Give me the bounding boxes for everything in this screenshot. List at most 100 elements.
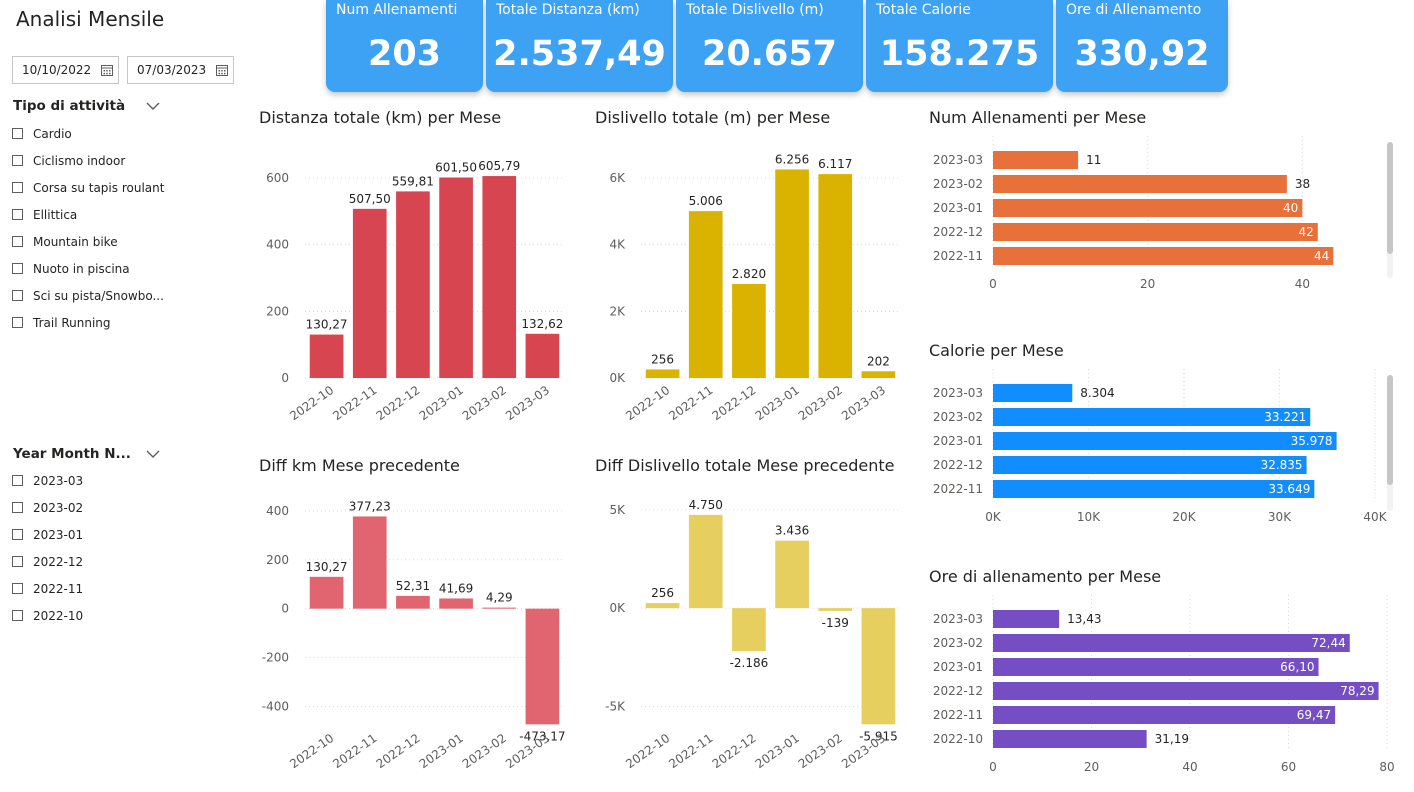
scrollbar-thumb[interactable] — [1387, 142, 1393, 254]
chevron-down-icon[interactable] — [146, 101, 160, 111]
slicer-option-label: 2022-12 — [33, 554, 84, 569]
data-label: 40 — [1283, 201, 1298, 215]
data-label: 256 — [651, 586, 674, 600]
chevron-down-icon[interactable] — [146, 449, 160, 459]
y-tick-label: 200 — [266, 304, 289, 318]
date-end-input[interactable]: 07/03/2023 — [127, 56, 234, 84]
data-label: 559,81 — [392, 174, 434, 188]
chart-title: Dislivello totale (m) per Mese — [595, 108, 831, 127]
bar — [993, 247, 1334, 265]
x-tick-label: 20 — [1140, 277, 1155, 291]
x-tick-label: 2023-02 — [460, 383, 509, 423]
y-tick-label: 2022-11 — [933, 482, 983, 496]
kpi-card-calories: Totale Calorie 158.275 — [866, 0, 1053, 92]
slicer-option[interactable]: Trail Running — [12, 309, 164, 336]
y-tick-label: 2023-03 — [933, 153, 983, 167]
data-label: 6.256 — [775, 152, 809, 166]
bar — [439, 598, 473, 609]
chart-workouts-scrollbar[interactable] — [1387, 142, 1393, 278]
x-tick-label: 2022-11 — [330, 383, 379, 423]
x-tick-label: 2023-01 — [417, 731, 466, 771]
kpi-label: Totale Distanza (km) — [496, 2, 640, 18]
chart-hours-plot: 0 20 40 60 80 2023-03 13,43 2023-02 72,44 2023-01… — [933, 595, 1395, 774]
slicer-option[interactable]: Ellittica — [12, 201, 164, 228]
checkbox[interactable] — [12, 529, 23, 540]
x-tick-label: 2023-01 — [753, 383, 802, 423]
slicer-option-label: Nuoto in piscina — [33, 261, 130, 276]
kpi-card-elevation: Totale Dislivello (m) 20.657 — [676, 0, 863, 92]
slicer-option-label: Trail Running — [33, 315, 111, 330]
x-tick-label: 2023-03 — [839, 383, 888, 423]
checkbox[interactable] — [12, 182, 23, 193]
slicer-option[interactable]: Nuoto in piscina — [12, 255, 164, 282]
y-tick-label: 200 — [266, 553, 289, 567]
slicer-option-label: Corsa su tapis roulant — [33, 180, 165, 195]
bar — [645, 603, 680, 609]
y-tick-label: 2022-12 — [933, 225, 983, 239]
bar — [861, 608, 896, 725]
slicer-option[interactable]: 2022-11 — [12, 575, 83, 602]
y-tick-label: 0 — [281, 602, 289, 616]
checkbox[interactable] — [12, 290, 23, 301]
data-label: 5.006 — [689, 194, 723, 208]
bar — [993, 456, 1307, 474]
scrollbar-thumb[interactable] — [1387, 375, 1393, 485]
checkbox[interactable] — [12, 155, 23, 166]
checkbox[interactable] — [12, 317, 23, 328]
calendar-icon[interactable] — [215, 63, 229, 77]
kpi-label: Ore di Allenamento — [1066, 2, 1202, 18]
bar — [818, 608, 853, 611]
bar — [525, 333, 560, 378]
slicer-option[interactable]: 2023-01 — [12, 521, 83, 548]
slicer-option[interactable]: 2023-02 — [12, 494, 83, 521]
slicer-option[interactable]: Mountain bike — [12, 228, 164, 255]
bar — [352, 208, 387, 378]
date-start-input[interactable]: 10/10/2022 — [12, 56, 119, 84]
checkbox[interactable] — [12, 556, 23, 567]
data-label: 78,29 — [1340, 684, 1374, 698]
checkbox[interactable] — [12, 475, 23, 486]
data-label: 42 — [1299, 225, 1314, 239]
slicer-option[interactable]: 2022-10 — [12, 602, 83, 629]
slicer-option-label: Sci su pista/Snowbo... — [33, 288, 164, 303]
checkbox[interactable] — [12, 236, 23, 247]
bar — [993, 706, 1336, 724]
x-tick-label: 80 — [1379, 760, 1394, 774]
bar — [482, 607, 517, 609]
chart-title: Diff Dislivello totale Mese precedente — [595, 456, 895, 475]
bar — [688, 514, 723, 609]
chart-diff-elevation: Diff Dislivello totale Mese precedente -… — [595, 456, 915, 776]
y-tick-label: 2023-01 — [933, 434, 983, 448]
data-label: 52,31 — [396, 579, 430, 593]
chart-hours: Ore di allenamento per Mese 0 20 40 60 80 202… — [929, 567, 1399, 787]
data-label: 33.649 — [1268, 482, 1310, 496]
slicer-option[interactable]: 2023-03 — [12, 467, 83, 494]
calendar-icon[interactable] — [100, 63, 114, 77]
x-tick-label: 0 — [989, 277, 997, 291]
checkbox[interactable] — [12, 209, 23, 220]
checkbox[interactable] — [12, 502, 23, 513]
y-tick-label: 400 — [266, 238, 289, 252]
date-end-value: 07/03/2023 — [137, 63, 207, 77]
x-tick-label: 2022-11 — [666, 383, 715, 423]
slicer-option-label: Ciclismo indoor — [33, 153, 126, 168]
slicer-option[interactable]: Sci su pista/Snowbo... — [12, 282, 164, 309]
slicer-option[interactable]: Cardio — [12, 120, 164, 147]
y-tick-label: 400 — [266, 504, 289, 518]
data-label: 69,47 — [1297, 708, 1331, 722]
checkbox[interactable] — [12, 583, 23, 594]
chart-calories-scrollbar[interactable] — [1387, 375, 1393, 511]
x-tick-label: 2022-10 — [623, 383, 672, 423]
checkbox[interactable] — [12, 128, 23, 139]
checkbox[interactable] — [12, 610, 23, 621]
slicer-option[interactable]: Ciclismo indoor — [12, 147, 164, 174]
y-tick-label: 2022-11 — [933, 249, 983, 263]
checkbox[interactable] — [12, 263, 23, 274]
slicer-option[interactable]: Corsa su tapis roulant — [12, 174, 164, 201]
x-tick-label: 2022-12 — [710, 383, 759, 423]
y-tick-label: 0 — [281, 371, 289, 385]
y-tick-label: 6K — [609, 171, 626, 185]
slicer-option[interactable]: 2022-12 — [12, 548, 83, 575]
data-label: 256 — [651, 352, 674, 366]
x-tick-label: 40K — [1363, 510, 1387, 524]
